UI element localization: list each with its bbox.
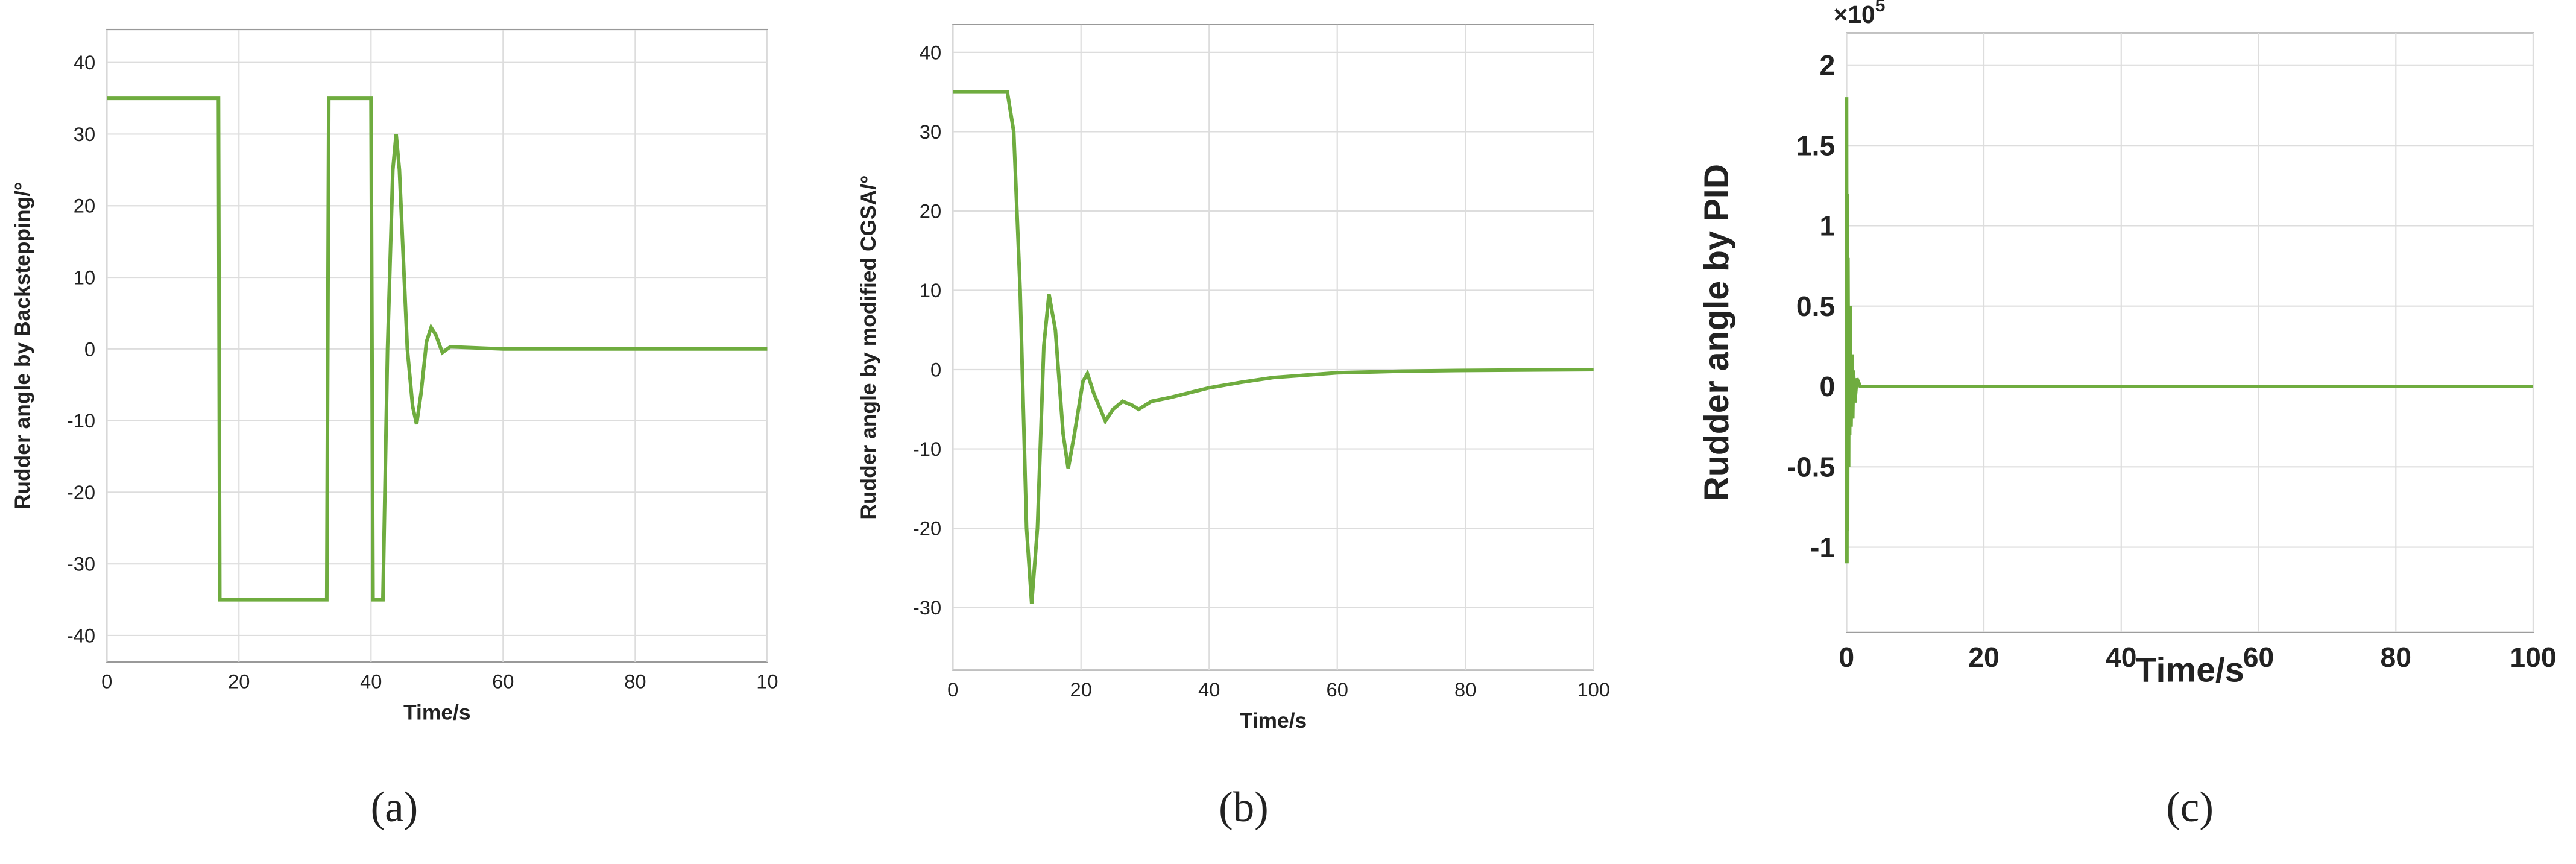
x-tick-label: 20 bbox=[228, 670, 250, 692]
y-tick-label: 0.5 bbox=[1796, 291, 1835, 322]
caption: (c) bbox=[2166, 784, 2214, 831]
y-tick-label: -20 bbox=[913, 517, 941, 540]
y-tick-label: 1 bbox=[1819, 210, 1835, 242]
y-tick-label: 20 bbox=[74, 195, 95, 217]
x-tick-label: 60 bbox=[1327, 678, 1348, 701]
data-line bbox=[1845, 97, 2534, 564]
data-line bbox=[107, 96, 768, 602]
y-axis-label: Rudder angle by Backstepping/° bbox=[10, 182, 34, 509]
plot-area bbox=[1846, 32, 2534, 633]
caption: (a) bbox=[371, 784, 418, 831]
y-tick-label: 30 bbox=[920, 121, 941, 143]
y-tick-label: -10 bbox=[913, 438, 941, 460]
multiplier-exponent: 5 bbox=[1875, 0, 1886, 16]
chart-panel: 0 20 40 60 80 100 -30 -20 -10 0 10 20 30 40 Time/s Rudd… bbox=[856, 24, 1610, 831]
y-tick-label: 20 bbox=[920, 200, 941, 222]
x-tick-label: 80 bbox=[624, 670, 646, 692]
y-tick-label: 0 bbox=[930, 358, 941, 380]
y-tick-label: -0.5 bbox=[1787, 451, 1835, 482]
x-tick-label: 40 bbox=[360, 670, 382, 692]
x-tick-label: 60 bbox=[2243, 642, 2275, 673]
y-tick-label: 10 bbox=[74, 266, 95, 288]
y-tick-label: 30 bbox=[74, 123, 95, 145]
y-axis-label: Rudder angle by PID bbox=[1697, 164, 1736, 501]
y-tick-label: -40 bbox=[67, 624, 95, 646]
y-tick-label: 0 bbox=[1819, 371, 1835, 402]
y-multiplier: ×105 bbox=[1833, 0, 1885, 28]
x-axis-label: Time/s bbox=[403, 700, 471, 724]
x-tick-label: 80 bbox=[2381, 642, 2412, 673]
x-tick-label: 80 bbox=[1454, 678, 1476, 701]
x-tick-label: 0 bbox=[1839, 642, 1854, 673]
y-tick-label: 0 bbox=[84, 338, 95, 360]
x-tick-label: 60 bbox=[492, 670, 514, 692]
y-tick-label: -30 bbox=[67, 553, 95, 575]
y-tick-label: -20 bbox=[67, 481, 95, 503]
y-axis-label: Rudder angle by modified CGSA/° bbox=[856, 175, 880, 520]
x-tick-label: 100 bbox=[1577, 678, 1610, 701]
y-tick-label: -10 bbox=[67, 409, 95, 432]
x-tick-label: 100 bbox=[2510, 642, 2556, 673]
x-axis-label: Time/s bbox=[1240, 708, 1307, 733]
y-tick-label: -1 bbox=[1810, 532, 1835, 563]
x-tick-label: 40 bbox=[1198, 678, 1220, 701]
caption: (b) bbox=[1219, 784, 1269, 831]
chart-panel: 0 20 40 60 80 100 -1 -0.5 0 0.5 1 1.5 2 Time/s Rudder … bbox=[1697, 0, 2557, 831]
data-line bbox=[953, 90, 1594, 604]
x-tick-label: 0 bbox=[947, 678, 958, 701]
x-tick-label: 20 bbox=[1070, 678, 1092, 701]
chart-panel: 0 20 40 60 80 10 -40 -30 -20 -10 0 10 20 30 40 Time/s Ru… bbox=[10, 28, 778, 831]
y-tick-label: 1.5 bbox=[1796, 130, 1835, 161]
plot-area bbox=[106, 28, 768, 663]
x-tick-label: 40 bbox=[2106, 642, 2137, 673]
x-tick-label: 0 bbox=[101, 670, 112, 692]
y-tick-label: 40 bbox=[920, 41, 941, 63]
x-tick-label: 10 bbox=[756, 670, 778, 692]
multiplier-base: ×10 bbox=[1833, 1, 1875, 28]
y-tick-label: 40 bbox=[74, 51, 95, 74]
plot-area bbox=[952, 24, 1594, 671]
y-tick-label: 2 bbox=[1819, 49, 1835, 81]
x-axis-label: Time/s bbox=[2136, 651, 2244, 690]
y-tick-label: -30 bbox=[913, 596, 941, 619]
y-tick-label: 10 bbox=[920, 279, 941, 301]
x-tick-label: 20 bbox=[1968, 642, 2000, 673]
